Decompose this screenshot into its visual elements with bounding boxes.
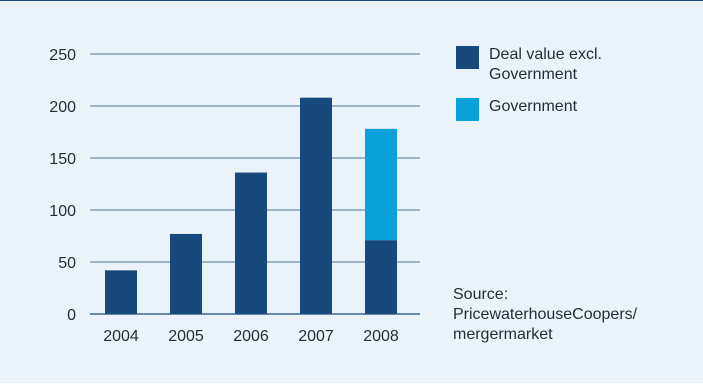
bar-2005-deal-value <box>170 233 202 314</box>
x-tick-label-2004: 2004 <box>103 328 139 345</box>
bar-2006-deal-value <box>235 172 267 314</box>
legend-item-government: Government <box>456 97 696 121</box>
legend-swatch-deal-value <box>456 46 479 69</box>
y-tick-label-0: 0 <box>67 307 76 324</box>
legend: Deal value excl. Government Government <box>456 45 696 133</box>
x-tick-labels: 2004 2005 2006 2007 2008 <box>103 328 399 345</box>
y-tick-label-250: 250 <box>49 47 76 64</box>
bar-2008-government <box>365 128 397 241</box>
bar-2007-deal-value <box>300 97 332 315</box>
source-line-1: Source: <box>453 286 509 303</box>
x-tick-label-2007: 2007 <box>298 328 334 345</box>
legend-label-deal-value: Deal value excl. Government <box>489 46 602 83</box>
bar-2008-deal-value <box>365 240 397 314</box>
source-line-2: PricewaterhouseCoopers/ <box>453 306 638 323</box>
bar-2004-deal-value <box>105 270 137 314</box>
x-tick-label-2008: 2008 <box>363 328 399 345</box>
legend-item-deal-value: Deal value excl. Government <box>456 45 696 85</box>
y-tick-label-150: 150 <box>49 151 76 168</box>
y-tick-labels: 0 50 100 150 200 250 <box>49 47 76 324</box>
bars <box>105 97 397 315</box>
y-tick-label-200: 200 <box>49 99 76 116</box>
legend-swatch-government <box>456 98 479 121</box>
y-tick-label-100: 100 <box>49 203 76 220</box>
legend-label-government: Government <box>489 98 578 115</box>
source-line-3: mergermarket <box>453 326 553 343</box>
source-note: Source: PricewaterhouseCoopers/ mergerma… <box>453 285 693 345</box>
x-tick-label-2005: 2005 <box>168 328 204 345</box>
y-tick-label-50: 50 <box>58 255 76 272</box>
x-tick-label-2006: 2006 <box>233 328 269 345</box>
